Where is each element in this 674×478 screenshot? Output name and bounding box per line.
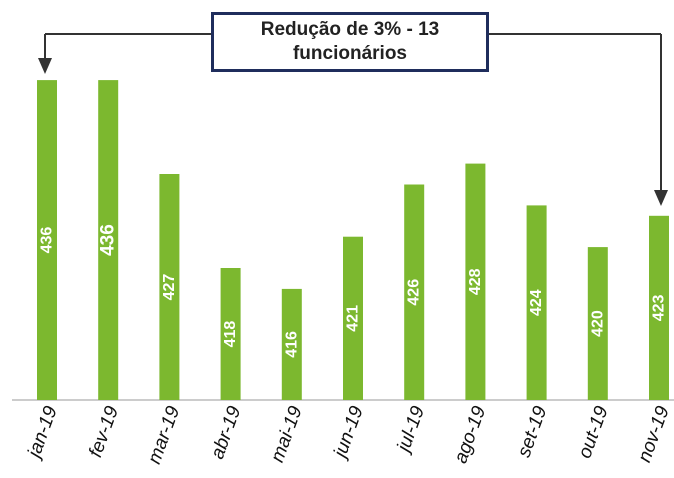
bar-ago-19 [465, 163, 486, 400]
data-label-abr-19: 418 [222, 321, 239, 348]
data-label-ago-19: 428 [467, 268, 484, 295]
data-label-mar-19: 427 [161, 274, 178, 301]
x-tick-labels: jan-19 fev-19 mar-19 abr-19 mai-19 jun-19 jul-… [23, 403, 674, 467]
bar-nov-19 [649, 215, 669, 400]
x-tick-jun-19: jun-19 [329, 403, 368, 463]
callout-line-1: Redução de 3% - 13 [260, 19, 440, 40]
reduction-arrows [38, 33, 668, 206]
left-arrowhead-icon [38, 58, 52, 74]
data-label-jul-19: 426 [406, 279, 423, 306]
x-tick-jan-19: jan-19 [23, 403, 62, 463]
x-tick-mai-19: mai-19 [267, 403, 307, 465]
bar-jun-19 [343, 236, 363, 400]
data-label-out-19: 420 [589, 310, 606, 337]
bar-out-19 [587, 247, 608, 400]
bar-jan-19 [37, 80, 57, 400]
x-tick-out-19: out-19 [575, 403, 613, 461]
data-label-jan-19: 436 [39, 227, 56, 254]
x-tick-mar-19: mar-19 [144, 403, 184, 467]
x-tick-fev-19: fev-19 [85, 403, 123, 460]
x-tick-abr-19: abr-19 [207, 403, 246, 462]
x-tick-nov-19: nov-19 [634, 403, 674, 465]
x-tick-ago-19: ago-19 [450, 403, 490, 466]
bar-mai-19 [281, 288, 302, 400]
right-arrowhead-icon [654, 190, 668, 206]
bar-jul-19 [404, 184, 425, 400]
bars-group: 436 436 427 418 416 421 426 428 424 420 423 [37, 80, 669, 400]
data-label-nov-19: 423 [651, 294, 668, 321]
bar-mar-19 [159, 174, 180, 400]
data-label-jun-19: 421 [345, 305, 362, 332]
bar-set-19 [526, 205, 547, 400]
reduction-callout-box: Redução de 3% - 13 funcionários [211, 12, 489, 72]
data-label-fev-19: 436 [98, 224, 119, 256]
data-label-set-19: 424 [528, 289, 545, 316]
callout-line-2: funcionários [292, 43, 407, 64]
x-tick-jul-19: jul-19 [392, 403, 429, 457]
data-label-mai-19: 416 [283, 331, 300, 358]
x-tick-set-19: set-19 [514, 403, 552, 460]
bar-abr-19 [220, 268, 241, 400]
bar-fev-19 [98, 80, 119, 400]
